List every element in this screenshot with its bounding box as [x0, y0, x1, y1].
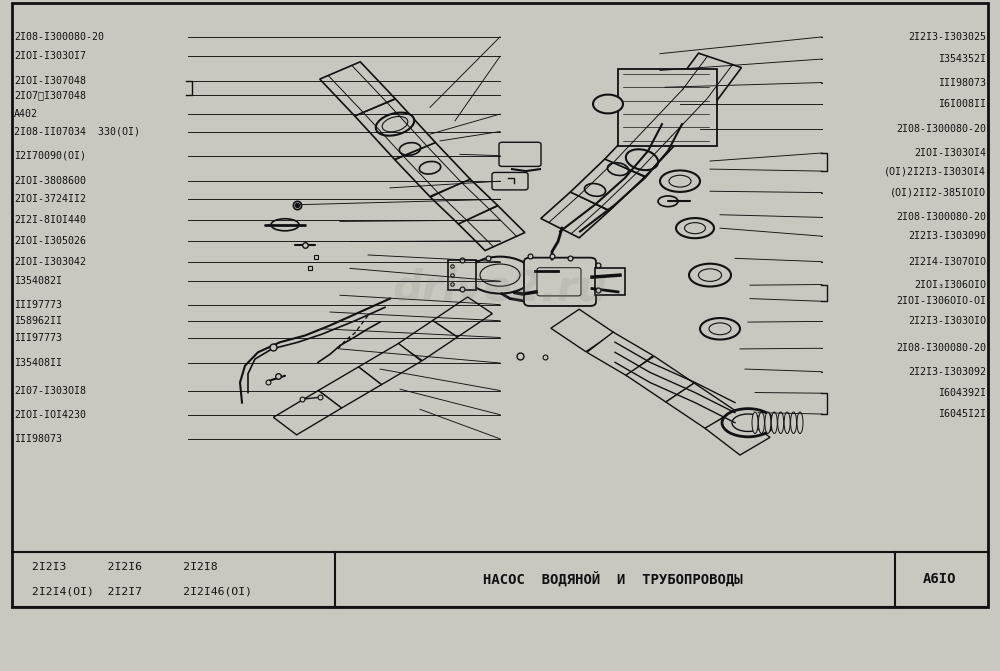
FancyBboxPatch shape: [448, 260, 476, 290]
Polygon shape: [666, 383, 734, 429]
Text: 2IOI-3724II2: 2IOI-3724II2: [14, 195, 86, 204]
Ellipse shape: [722, 409, 774, 437]
Text: 2I2I3-I303092: 2I2I3-I303092: [908, 367, 986, 376]
Text: I604392I: I604392I: [938, 389, 986, 398]
Ellipse shape: [791, 412, 797, 433]
Text: 2IOI-I303OI7: 2IOI-I303OI7: [14, 52, 86, 61]
Polygon shape: [433, 297, 492, 337]
Polygon shape: [570, 158, 645, 211]
Ellipse shape: [784, 412, 790, 433]
FancyBboxPatch shape: [618, 69, 717, 146]
Polygon shape: [640, 85, 715, 140]
Ellipse shape: [382, 117, 408, 132]
Polygon shape: [458, 206, 525, 250]
Text: I354082I: I354082I: [14, 276, 62, 286]
Text: III97773: III97773: [14, 333, 62, 342]
Polygon shape: [705, 411, 770, 455]
Ellipse shape: [765, 412, 771, 433]
Polygon shape: [551, 309, 614, 352]
Text: III97773: III97773: [14, 300, 62, 309]
Text: 2IO7ℓI307048: 2IO7ℓI307048: [14, 91, 86, 100]
Text: 2I08-I300080-20: 2I08-I300080-20: [896, 213, 986, 222]
Ellipse shape: [698, 269, 722, 281]
Ellipse shape: [689, 264, 731, 287]
Polygon shape: [430, 178, 498, 224]
Text: 2I07-I303OI8: 2I07-I303OI8: [14, 386, 86, 395]
Polygon shape: [355, 99, 435, 160]
Ellipse shape: [752, 412, 758, 433]
Text: 2I2I3-I303025: 2I2I3-I303025: [908, 32, 986, 42]
Ellipse shape: [685, 223, 705, 234]
Ellipse shape: [480, 264, 520, 286]
Text: (ОI)2II2-385IOIO: (ОI)2II2-385IOIO: [890, 188, 986, 197]
Ellipse shape: [593, 95, 623, 113]
FancyBboxPatch shape: [595, 268, 625, 295]
Ellipse shape: [669, 175, 691, 187]
Ellipse shape: [778, 412, 784, 433]
Text: I58962II: I58962II: [14, 316, 62, 325]
Text: 2I2I4-I307OIO: 2I2I4-I307OIO: [908, 257, 986, 266]
Text: 2I08-II07034  330(ОI): 2I08-II07034 330(ОI): [14, 127, 140, 136]
Text: 2I2I3      2I2I6      2I2I8: 2I2I3 2I2I6 2I2I8: [32, 562, 218, 572]
Polygon shape: [320, 62, 395, 116]
Ellipse shape: [658, 196, 678, 207]
Text: 2IOI-I303042: 2IOI-I303042: [14, 257, 86, 266]
Text: А6IО: А6IО: [923, 572, 957, 586]
Text: I354352I: I354352I: [938, 54, 986, 64]
FancyBboxPatch shape: [524, 258, 596, 306]
Text: 2I08-I300080-20: 2I08-I300080-20: [896, 344, 986, 353]
Polygon shape: [358, 344, 422, 384]
Ellipse shape: [797, 412, 803, 433]
Text: 2I08-I300080-20: 2I08-I300080-20: [14, 32, 104, 42]
Text: 2I2I3-I303090: 2I2I3-I303090: [908, 231, 986, 241]
Text: I6I008II: I6I008II: [938, 99, 986, 109]
Ellipse shape: [271, 219, 299, 231]
Polygon shape: [273, 391, 342, 435]
Text: 2I2I4(ОI)  2I2I7      2I2I46(ОI): 2I2I4(ОI) 2I2I7 2I2I46(ОI): [32, 586, 252, 597]
Ellipse shape: [660, 170, 700, 192]
Ellipse shape: [376, 113, 414, 136]
Polygon shape: [395, 142, 470, 197]
Text: 2IOI-I306OIO-ОI: 2IOI-I306OIO-ОI: [896, 297, 986, 306]
Text: I6045I2I: I6045I2I: [938, 409, 986, 419]
Polygon shape: [398, 321, 457, 360]
Ellipse shape: [758, 412, 764, 433]
Text: III98073: III98073: [938, 78, 986, 87]
Ellipse shape: [676, 218, 714, 238]
Text: 2I2I-8IOI440: 2I2I-8IOI440: [14, 215, 86, 225]
FancyBboxPatch shape: [499, 142, 541, 166]
Ellipse shape: [732, 414, 764, 431]
Ellipse shape: [468, 257, 532, 294]
Text: 2IOI-I303OI4: 2IOI-I303OI4: [914, 148, 986, 158]
Text: III98073: III98073: [14, 434, 62, 444]
Text: I35408II: I35408II: [14, 358, 62, 368]
Text: 2IOI-I307048: 2IOI-I307048: [14, 76, 86, 86]
Text: НАСОС  ВОДЯНОЙ  И  ТРУБОПРОВОДЫ: НАСОС ВОДЯНОЙ И ТРУБОПРОВОДЫ: [483, 572, 743, 587]
Text: 2IOI-3808600: 2IOI-3808600: [14, 176, 86, 186]
Ellipse shape: [771, 412, 777, 433]
Polygon shape: [541, 192, 609, 238]
Text: (ОI)2I2I3-I303OI4: (ОI)2I2I3-I303OI4: [884, 166, 986, 176]
Text: 2I08-I300080-20: 2I08-I300080-20: [896, 124, 986, 134]
Polygon shape: [674, 53, 741, 101]
Polygon shape: [318, 367, 382, 408]
Polygon shape: [587, 332, 653, 376]
Text: 2I2I3-I303OIO: 2I2I3-I303OIO: [908, 317, 986, 326]
FancyBboxPatch shape: [492, 172, 528, 190]
FancyBboxPatch shape: [537, 268, 581, 296]
Ellipse shape: [700, 318, 740, 340]
Polygon shape: [626, 356, 694, 402]
Polygon shape: [605, 122, 680, 176]
Text: 2IOI-IOI4230: 2IOI-IOI4230: [14, 410, 86, 419]
Ellipse shape: [709, 323, 731, 335]
Text: А402: А402: [14, 109, 38, 119]
Text: drive2.ru: drive2.ru: [393, 268, 607, 309]
Text: 2IOI-I305026: 2IOI-I305026: [14, 236, 86, 246]
Text: 2IOI₃I306OIO: 2IOI₃I306OIO: [914, 280, 986, 289]
Text: I2I70090(ОI): I2I70090(ОI): [14, 151, 86, 160]
